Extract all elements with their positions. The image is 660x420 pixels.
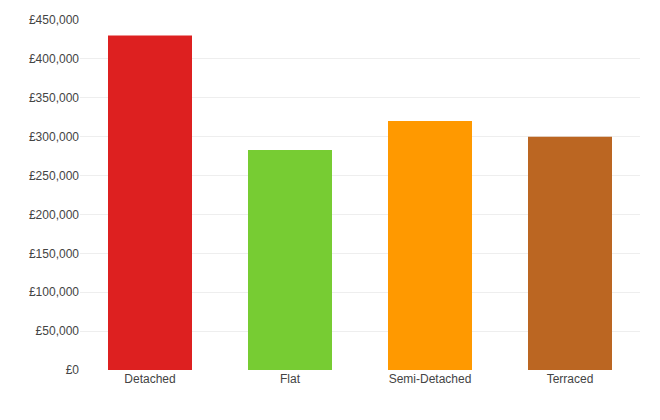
svg-text:Semi-Detached: Semi-Detached [389, 372, 472, 386]
svg-text:£150,000: £150,000 [29, 247, 79, 261]
svg-text:£300,000: £300,000 [29, 130, 79, 144]
svg-text:£250,000: £250,000 [29, 169, 79, 183]
svg-text:£50,000: £50,000 [36, 324, 80, 338]
svg-text:£0: £0 [66, 363, 80, 377]
svg-text:£100,000: £100,000 [29, 285, 79, 299]
svg-text:£350,000: £350,000 [29, 91, 79, 105]
svg-text:£450,000: £450,000 [29, 13, 79, 27]
svg-text:£400,000: £400,000 [29, 52, 79, 66]
svg-text:£200,000: £200,000 [29, 208, 79, 222]
svg-text:Flat: Flat [280, 372, 301, 386]
svg-text:Detached: Detached [124, 372, 175, 386]
svg-text:Terraced: Terraced [547, 372, 594, 386]
